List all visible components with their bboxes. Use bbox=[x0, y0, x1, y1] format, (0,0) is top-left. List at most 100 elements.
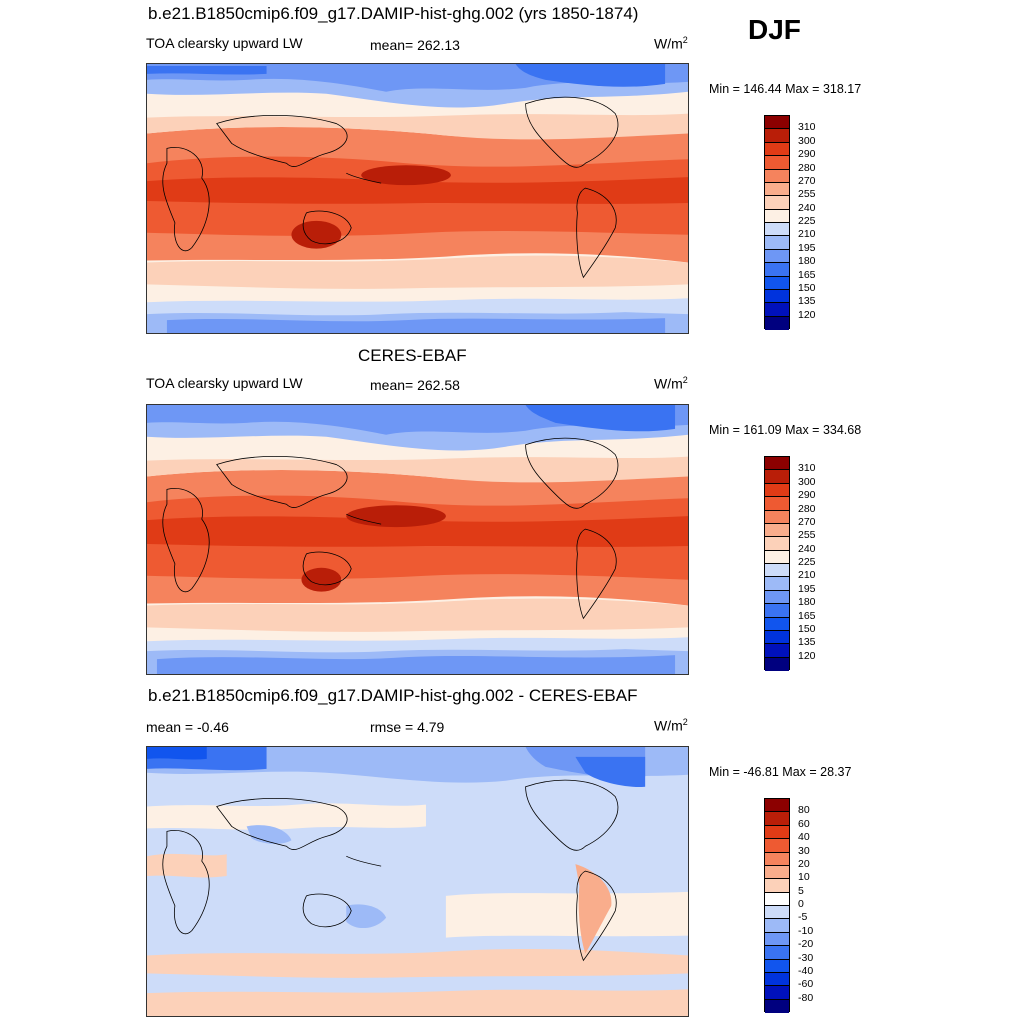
colorbar-label: 80 bbox=[798, 804, 810, 817]
colorbar-segment bbox=[765, 865, 789, 880]
colorbar-segment bbox=[765, 577, 789, 591]
panel-2-minmax: Min = 161.09 Max = 334.68 bbox=[709, 423, 862, 437]
panel-3-title: b.e21.B1850cmip6.f09_g17.DAMIP-hist-ghg.… bbox=[148, 686, 638, 705]
colorbar-label: -20 bbox=[798, 938, 814, 951]
panel-2-colorbar bbox=[764, 456, 790, 671]
colorbar-label: -30 bbox=[798, 951, 814, 964]
colorbar-segment bbox=[765, 129, 789, 143]
colorbar-segment bbox=[765, 657, 789, 671]
colorbar-label: 165 bbox=[798, 609, 816, 622]
panel-3-mean-label: mean = -0.46 bbox=[146, 719, 229, 735]
colorbar-segment bbox=[765, 483, 789, 498]
colorbar-label: -40 bbox=[798, 964, 814, 977]
colorbar-segment bbox=[765, 986, 789, 1000]
colorbar-label: 290 bbox=[798, 489, 816, 502]
colorbar-segment bbox=[765, 236, 789, 250]
colorbar-segment bbox=[765, 537, 789, 551]
colorbar-segment bbox=[765, 825, 789, 840]
panel-3-map bbox=[146, 746, 689, 1017]
colorbar-segment bbox=[765, 812, 789, 826]
colorbar-segment bbox=[765, 276, 789, 290]
colorbar-label: -5 bbox=[798, 911, 808, 924]
colorbar-segment bbox=[765, 523, 789, 538]
panel-2-units: W/m2 bbox=[654, 375, 688, 392]
colorbar-segment bbox=[765, 263, 789, 277]
colorbar-label: 240 bbox=[798, 542, 816, 555]
panel-3-colorbar bbox=[764, 798, 790, 1013]
colorbar-label: 310 bbox=[798, 462, 816, 475]
colorbar-label: 30 bbox=[798, 844, 810, 857]
panel-2-title: CERES-EBAF bbox=[358, 346, 467, 365]
colorbar-label: 40 bbox=[798, 831, 810, 844]
colorbar-label: 0 bbox=[798, 898, 804, 910]
colorbar-label: 135 bbox=[798, 636, 816, 649]
colorbar-label: 135 bbox=[798, 295, 816, 308]
colorbar-label: 195 bbox=[798, 582, 816, 595]
colorbar-label: 180 bbox=[798, 596, 816, 609]
colorbar-segment bbox=[765, 839, 789, 853]
colorbar-label: 165 bbox=[798, 268, 816, 281]
colorbar-label: 225 bbox=[798, 556, 816, 568]
colorbar-segment bbox=[765, 316, 789, 330]
colorbar-label: 300 bbox=[798, 475, 816, 488]
colorbar-label: 10 bbox=[798, 871, 810, 884]
panel-1-variable-label: TOA clearsky upward LW bbox=[146, 35, 303, 51]
colorbar-segment bbox=[765, 289, 789, 304]
colorbar-label: 270 bbox=[798, 174, 816, 187]
colorbar-label: -10 bbox=[798, 924, 814, 937]
colorbar-segment bbox=[765, 249, 789, 264]
colorbar-segment bbox=[765, 999, 789, 1013]
colorbar-label: 225 bbox=[798, 215, 816, 227]
colorbar-segment bbox=[765, 959, 789, 973]
panel-3-rmse-label: rmse = 4.79 bbox=[370, 719, 445, 735]
colorbar-segment bbox=[765, 303, 789, 317]
colorbar-segment bbox=[765, 972, 789, 987]
colorbar-segment bbox=[765, 169, 789, 183]
panel-1-colorbar bbox=[764, 115, 790, 330]
colorbar-segment bbox=[765, 497, 789, 511]
colorbar-segment bbox=[765, 617, 789, 631]
colorbar-segment bbox=[765, 604, 789, 618]
panel-1-minmax: Min = 146.44 Max = 318.17 bbox=[709, 82, 862, 96]
colorbar-label: 210 bbox=[798, 569, 816, 582]
colorbar-segment bbox=[765, 223, 789, 237]
colorbar-segment bbox=[765, 879, 789, 893]
colorbar-segment bbox=[765, 799, 789, 813]
colorbar-segment bbox=[765, 457, 789, 471]
colorbar-segment bbox=[765, 550, 789, 564]
panel-1-map bbox=[146, 63, 689, 334]
colorbar-label: 280 bbox=[798, 161, 816, 174]
colorbar-segment bbox=[765, 932, 789, 947]
colorbar-segment bbox=[765, 919, 789, 933]
colorbar-segment bbox=[765, 906, 789, 920]
colorbar-segment bbox=[765, 196, 789, 210]
colorbar-label: 255 bbox=[798, 188, 816, 201]
colorbar-label: -80 bbox=[798, 991, 814, 1004]
colorbar-label: 195 bbox=[798, 241, 816, 254]
colorbar-label: 120 bbox=[798, 649, 816, 662]
colorbar-segment bbox=[765, 644, 789, 658]
colorbar-label: 240 bbox=[798, 201, 816, 214]
colorbar-label: 120 bbox=[798, 308, 816, 321]
colorbar-segment bbox=[765, 142, 789, 157]
panel-2-map bbox=[146, 404, 689, 675]
colorbar-label: 180 bbox=[798, 255, 816, 268]
colorbar-label: 290 bbox=[798, 148, 816, 161]
colorbar-label: 255 bbox=[798, 529, 816, 542]
colorbar-label: 210 bbox=[798, 228, 816, 241]
season-label: DJF bbox=[748, 14, 801, 45]
colorbar-label: -60 bbox=[798, 978, 814, 991]
panel-3-units: W/m2 bbox=[654, 717, 688, 734]
colorbar-segment bbox=[765, 946, 789, 960]
colorbar-segment bbox=[765, 892, 789, 906]
colorbar-label: 150 bbox=[798, 281, 816, 294]
colorbar-segment bbox=[765, 630, 789, 645]
colorbar-segment bbox=[765, 470, 789, 484]
colorbar-label: 5 bbox=[798, 884, 804, 897]
colorbar-segment bbox=[765, 116, 789, 130]
colorbar-label: 20 bbox=[798, 857, 810, 870]
colorbar-segment bbox=[765, 852, 789, 866]
colorbar-segment bbox=[765, 590, 789, 605]
panel-2-mean-label: mean= 262.58 bbox=[370, 377, 460, 393]
colorbar-segment bbox=[765, 510, 789, 524]
